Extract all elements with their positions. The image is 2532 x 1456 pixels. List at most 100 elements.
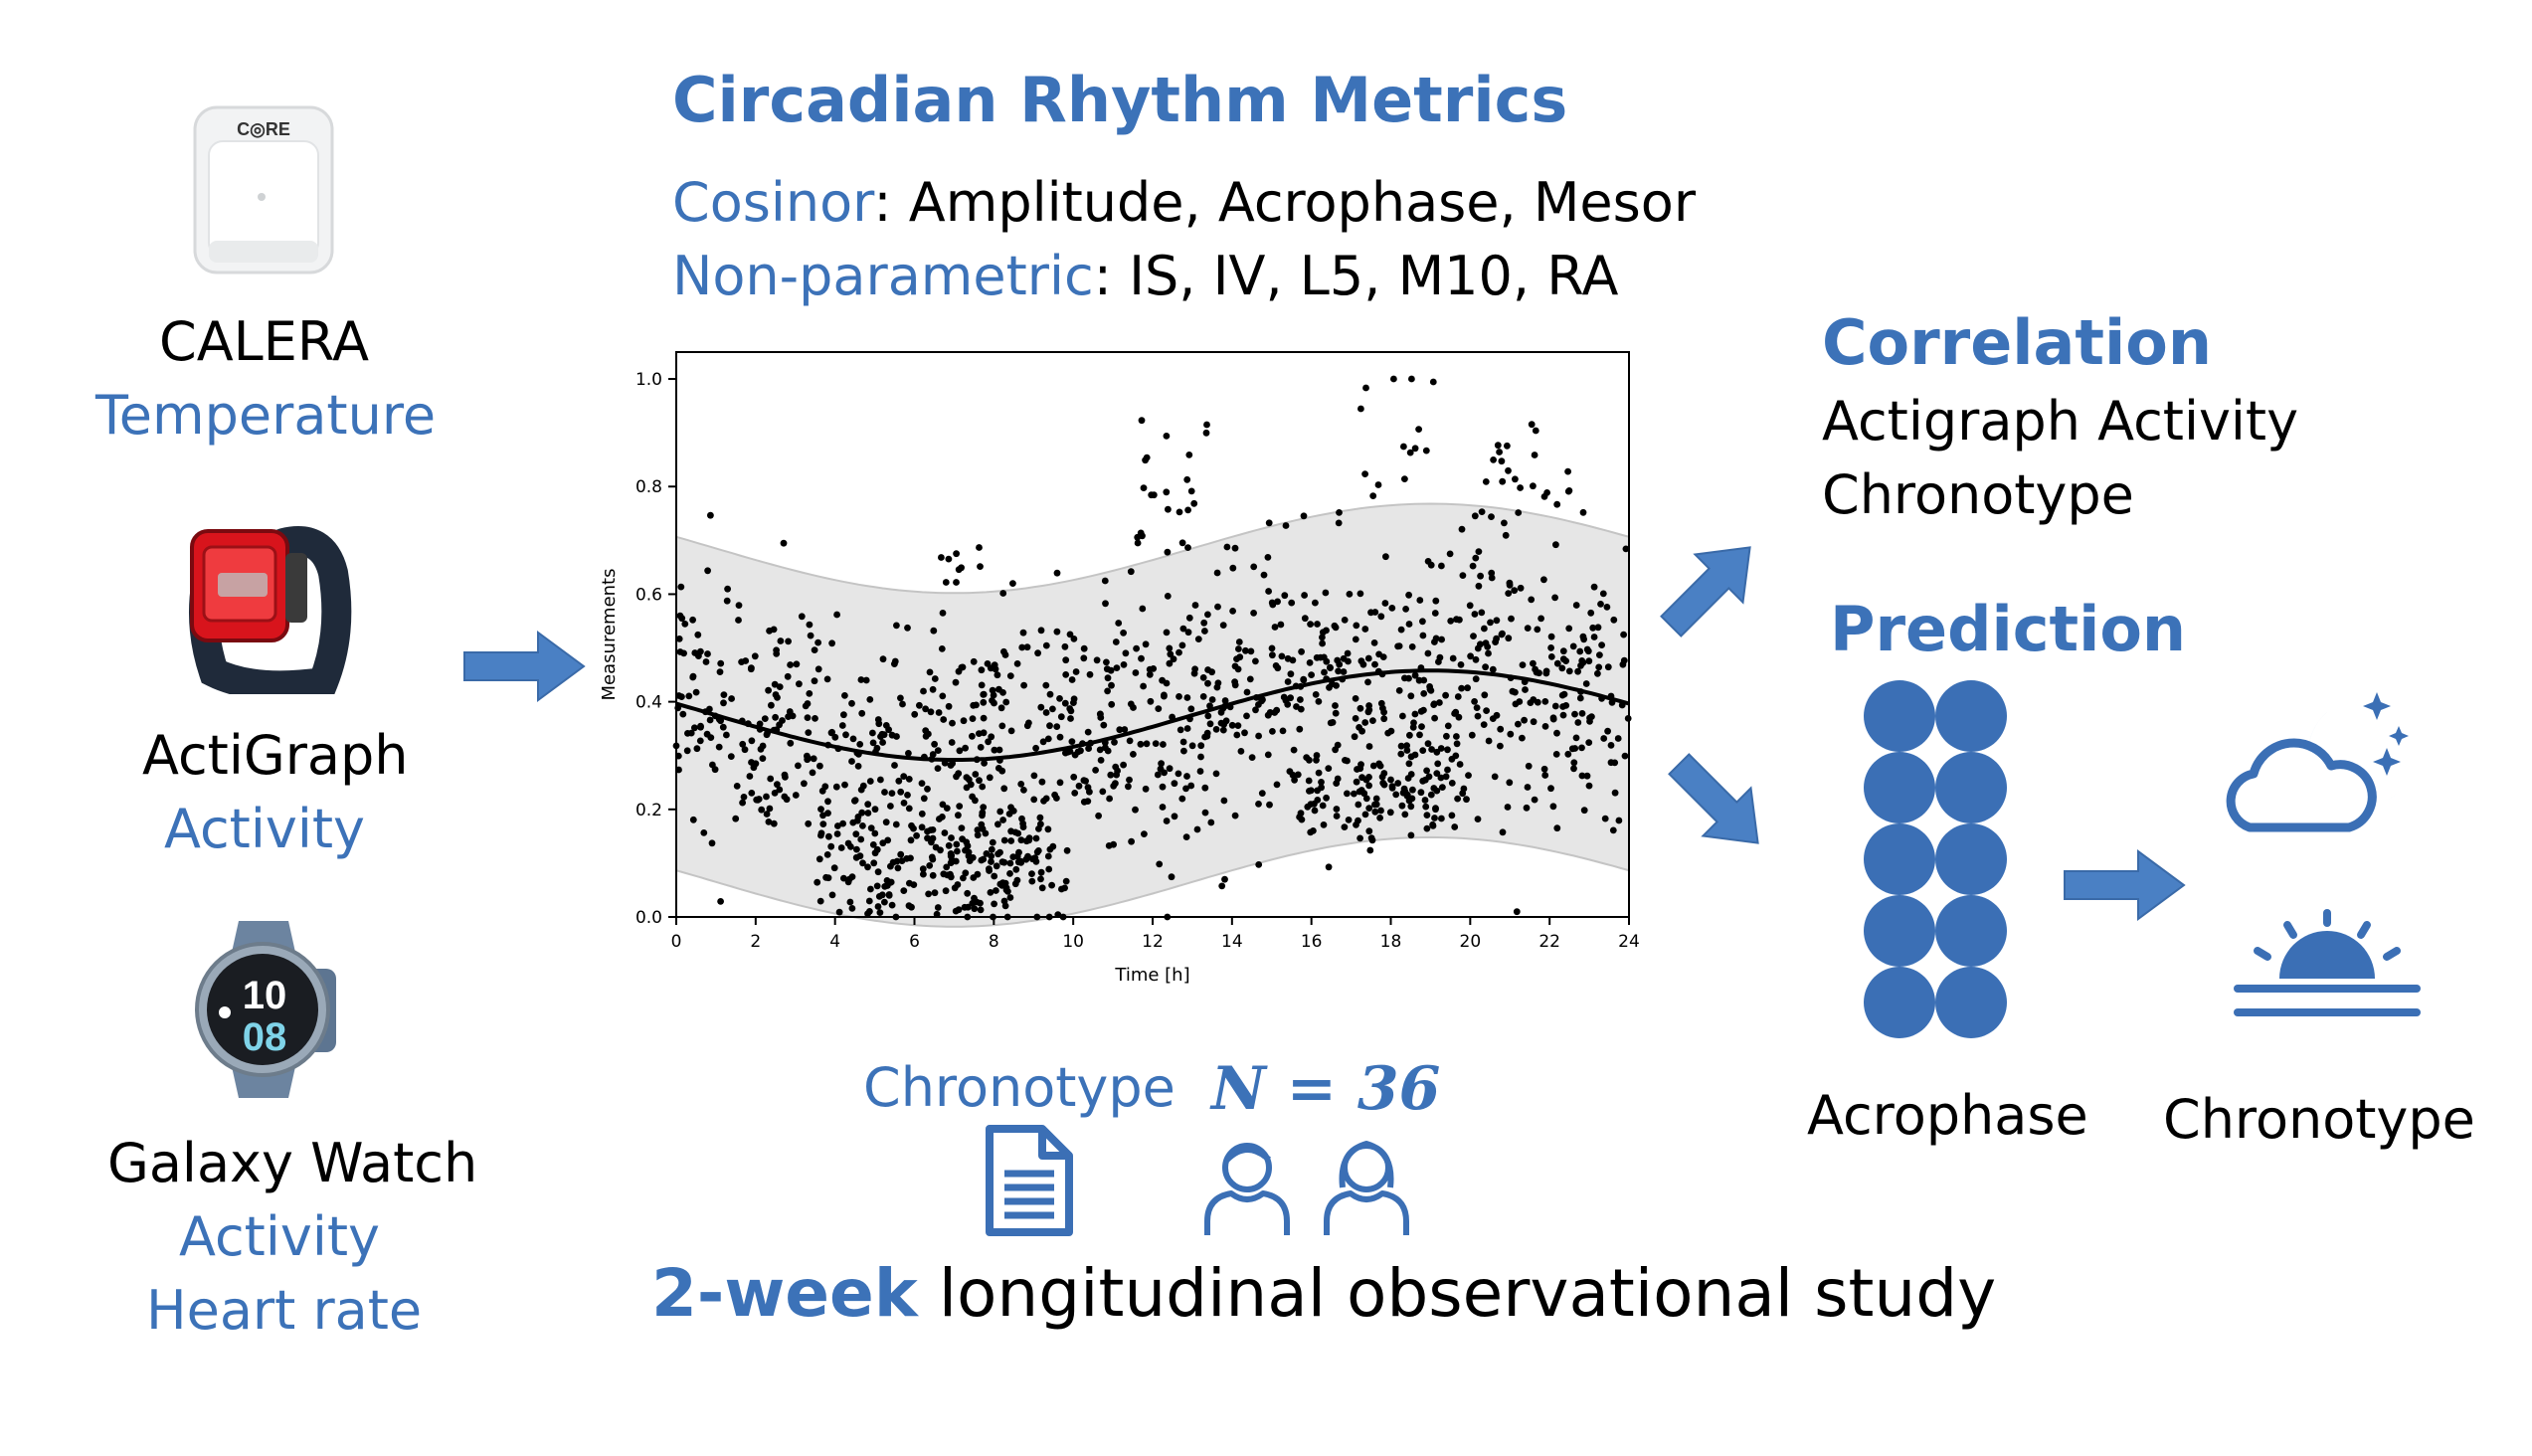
- data-point: [1284, 654, 1292, 662]
- data-point: [1313, 653, 1321, 661]
- data-point: [840, 874, 847, 882]
- data-point: [1037, 703, 1045, 711]
- data-point: [949, 719, 956, 727]
- data-point: [1527, 699, 1535, 706]
- data-point: [1194, 636, 1202, 642]
- document-icon: [986, 1125, 1073, 1236]
- data-point: [1482, 639, 1490, 647]
- data-point: [1547, 633, 1555, 640]
- data-point: [954, 847, 961, 855]
- data-point: [1143, 740, 1151, 748]
- data-point: [1038, 778, 1046, 786]
- data-point: [995, 746, 1003, 754]
- data-point: [970, 874, 978, 881]
- data-point: [1319, 629, 1327, 637]
- data-point: [772, 713, 779, 721]
- data-point: [1037, 627, 1045, 635]
- data-point: [828, 639, 835, 647]
- data-point: [1468, 731, 1476, 739]
- data-point: [993, 862, 1000, 870]
- data-point: [873, 744, 881, 752]
- data-point: [1405, 621, 1413, 628]
- data-point: [1000, 858, 1008, 866]
- data-point: [1315, 769, 1323, 777]
- data-point: [1415, 426, 1422, 433]
- data-point: [1260, 571, 1268, 579]
- data-point: [945, 555, 953, 563]
- data-point: [1570, 759, 1578, 767]
- data-point: [1161, 769, 1168, 777]
- data-point: [1353, 622, 1360, 630]
- data-point: [871, 849, 879, 857]
- data-point: [1375, 760, 1383, 768]
- data-point: [1306, 659, 1314, 666]
- data-point: [881, 789, 888, 796]
- data-point: [1022, 855, 1030, 863]
- data-point: [1525, 762, 1533, 770]
- data-point: [1482, 663, 1489, 671]
- data-point: [1234, 722, 1242, 729]
- data-point: [1394, 642, 1401, 650]
- data-point: [1580, 636, 1587, 643]
- data-point: [904, 624, 911, 632]
- data-point: [1540, 765, 1548, 773]
- data-point: [977, 563, 984, 570]
- data-point: [742, 657, 750, 664]
- data-point: [1166, 765, 1174, 773]
- data-point: [766, 805, 774, 813]
- data-point: [1053, 569, 1061, 577]
- data-point: [1001, 651, 1009, 658]
- data-point: [1341, 823, 1349, 830]
- data-point: [1155, 705, 1163, 712]
- data-point: [1214, 679, 1222, 687]
- data-point: [1471, 698, 1478, 705]
- data-point: [1019, 629, 1027, 637]
- data-point: [879, 655, 887, 663]
- data-point: [801, 780, 808, 788]
- data-point: [1597, 601, 1604, 608]
- x-tick-label: 16: [1301, 932, 1323, 952]
- data-point: [932, 843, 940, 851]
- data-point: [708, 839, 716, 847]
- data-point: [1362, 795, 1370, 803]
- data-point: [891, 660, 898, 667]
- data-point: [1394, 780, 1402, 787]
- data-point: [689, 816, 697, 823]
- data-point: [833, 830, 841, 837]
- data-point: [1311, 800, 1318, 808]
- chronotype-questionnaire-label: Chronotype: [863, 1056, 1176, 1119]
- data-point: [1599, 590, 1607, 598]
- data-point: [869, 739, 877, 747]
- data-point: [1470, 633, 1477, 639]
- data-point: [681, 621, 689, 628]
- data-point: [935, 709, 943, 716]
- data-point: [881, 898, 888, 906]
- data-point: [1126, 776, 1133, 784]
- data-point: [865, 897, 873, 905]
- data-point: [1552, 751, 1560, 758]
- data-point: [1101, 577, 1109, 585]
- data-point: [1505, 635, 1513, 642]
- data-point: [1512, 688, 1519, 696]
- data-point: [931, 889, 939, 897]
- data-point: [1142, 456, 1149, 464]
- data-point: [685, 692, 693, 700]
- data-point: [897, 788, 905, 796]
- data-point: [816, 897, 824, 905]
- data-point: [1176, 508, 1183, 516]
- y-tick-label: 0.6: [635, 585, 662, 605]
- data-point: [1229, 564, 1237, 572]
- data-point: [1056, 779, 1064, 787]
- data-point: [1517, 484, 1524, 491]
- data-point: [900, 773, 908, 780]
- data-point: [1505, 590, 1513, 597]
- data-point: [1395, 687, 1403, 694]
- data-point: [980, 804, 988, 811]
- data-point: [759, 742, 767, 750]
- data-point: [1428, 746, 1435, 753]
- data-point: [1523, 804, 1531, 812]
- data-point: [1201, 784, 1209, 792]
- data-point: [1584, 647, 1592, 655]
- data-point: [1020, 787, 1027, 794]
- data-point: [1399, 712, 1406, 720]
